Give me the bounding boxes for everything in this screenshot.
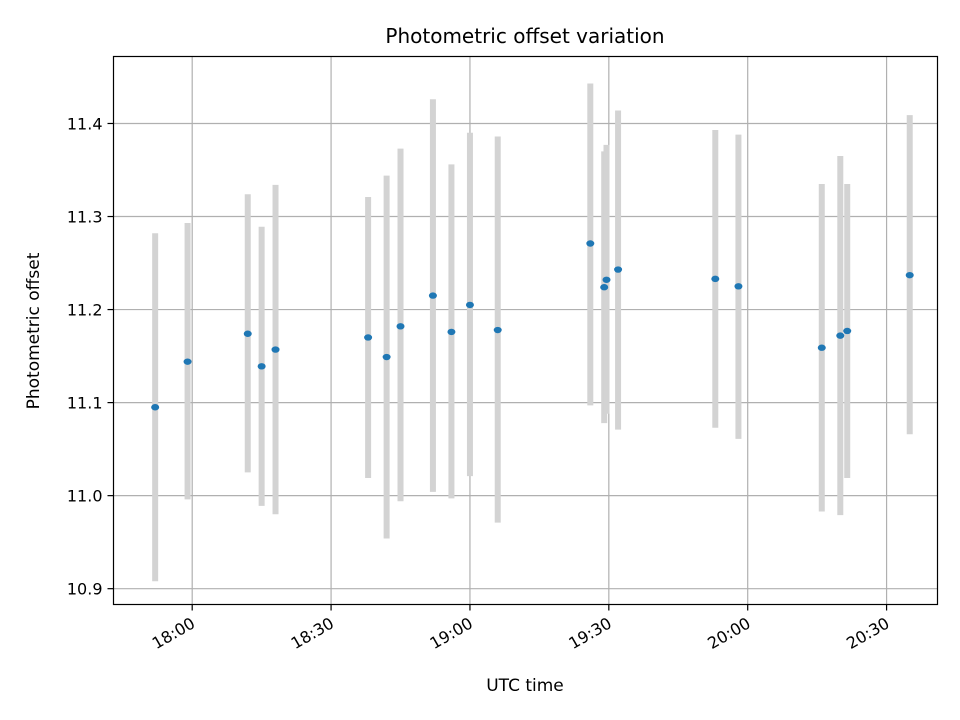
data-point (817, 344, 826, 351)
data-point (183, 358, 192, 365)
data-point (734, 283, 743, 290)
data-point (428, 292, 437, 299)
data-point (905, 271, 914, 279)
y-axis: 10.9 11.0 11.1 11.2 11.3 11.4 (67, 114, 114, 599)
x-axis-label: UTC time (486, 676, 564, 696)
y-tick-label: 11.3 (67, 208, 103, 227)
data-point (493, 326, 502, 334)
data-point (586, 240, 595, 247)
data-point (711, 275, 720, 283)
y-tick-label: 11.2 (67, 301, 103, 320)
data-point (602, 276, 611, 283)
data-point (396, 323, 405, 330)
data-point (614, 266, 623, 273)
data-point (364, 334, 373, 341)
y-tick-label: 10.9 (67, 580, 103, 599)
data-point (600, 284, 609, 291)
data-point (257, 363, 266, 370)
data-point (151, 404, 160, 411)
plot-frame (112, 55, 939, 606)
y-tick-label: 11.1 (67, 394, 103, 413)
data-point (836, 332, 845, 339)
data-point (271, 346, 280, 353)
data-point (465, 301, 474, 309)
y-tick-label: 11.4 (67, 114, 103, 133)
y-tick-label: 11.0 (67, 487, 103, 506)
data-point (843, 327, 852, 335)
data-point (243, 330, 252, 337)
chart-title: Photometric offset variation (385, 24, 664, 48)
y-axis-label: Photometric offset (24, 252, 44, 409)
data-point (382, 353, 391, 361)
data-points (151, 240, 914, 411)
data-point (447, 328, 456, 336)
